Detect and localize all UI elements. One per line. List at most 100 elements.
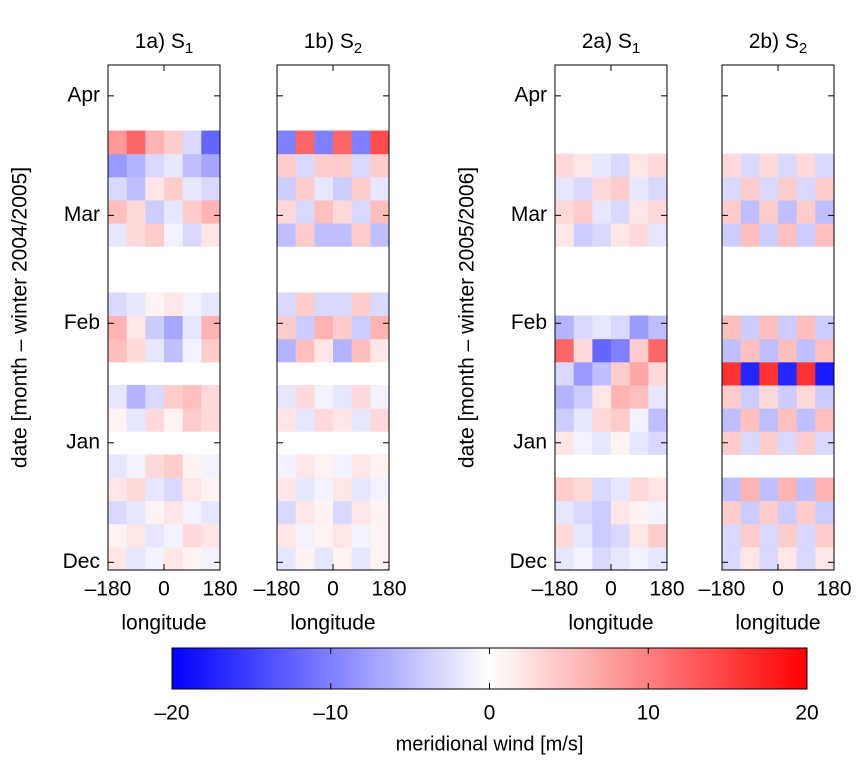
- heatmap-cell: [592, 408, 612, 432]
- heatmap-cell: [314, 546, 334, 571]
- heatmap-cell: [108, 292, 128, 317]
- heatmap-cell: [648, 176, 668, 201]
- heatmap-cell: [295, 500, 315, 525]
- heatmap-cell: [201, 153, 221, 178]
- heatmap-cell: [629, 546, 649, 571]
- heatmap-cell: [277, 408, 297, 432]
- heatmap-cell: [611, 500, 631, 525]
- heatmap-cell: [778, 477, 798, 502]
- heatmap-cell: [740, 315, 760, 340]
- heatmap-cell: [351, 384, 371, 409]
- heatmap-cell: [295, 408, 315, 432]
- heatmap-cell: [314, 199, 334, 224]
- heatmap-cell: [778, 361, 798, 386]
- colorbar-tick-label: 0: [484, 702, 496, 725]
- heatmap-cell: [778, 199, 798, 224]
- panel-title-main: 2a) S: [582, 30, 632, 53]
- heatmap-cell: [295, 153, 315, 178]
- heatmap-cell: [722, 408, 742, 432]
- heatmap-cell: [164, 384, 184, 409]
- heatmap-cell: [778, 223, 798, 247]
- heatmap-cell: [592, 523, 612, 548]
- heatmap-cell: [722, 500, 742, 525]
- heatmap-cell: [145, 223, 165, 247]
- heatmap-cell: [815, 176, 835, 201]
- heatmap-cell: [295, 477, 315, 502]
- heatmap-cell: [573, 477, 593, 502]
- heatmap-cell: [778, 384, 798, 409]
- heatmap-cell: [740, 546, 760, 571]
- heatmap-cell: [333, 338, 353, 363]
- heatmap-cell: [314, 477, 334, 502]
- heatmap-cell: [370, 223, 390, 247]
- heatmap-cell: [573, 315, 593, 340]
- heatmap-cell: [592, 477, 612, 502]
- heatmap-cell: [648, 153, 668, 178]
- heatmap-cell: [611, 546, 631, 571]
- heatmap-cell: [295, 523, 315, 548]
- heatmap-cell: [759, 500, 779, 525]
- heatmap-cell: [796, 546, 816, 571]
- heatmap-cell: [108, 408, 128, 432]
- panel-title: 1a) S1: [135, 30, 194, 57]
- heatmap-cell: [351, 199, 371, 224]
- heatmap-cell: [295, 223, 315, 247]
- heatmap-cell: [295, 338, 315, 363]
- heatmap-cell: [648, 431, 668, 455]
- heatmap-cell: [314, 153, 334, 178]
- heatmap-cell: [629, 153, 649, 178]
- heatmap-cell: [592, 431, 612, 455]
- heatmap-cell: [611, 153, 631, 178]
- heatmap-cell: [145, 130, 165, 155]
- heatmap-cell: [145, 454, 165, 478]
- heatmap-cell: [314, 408, 334, 432]
- heatmap-cell: [145, 500, 165, 525]
- heatmap-cell: [759, 199, 779, 224]
- heatmap-cell: [629, 500, 649, 525]
- heatmap-cell: [277, 223, 297, 247]
- heatmap-cell: [592, 361, 612, 386]
- heatmap-cell: [815, 500, 835, 525]
- heatmap-cell: [201, 199, 221, 224]
- heatmap-cell: [314, 500, 334, 525]
- heatmap-cell: [201, 408, 221, 432]
- heatmap-cell: [796, 199, 816, 224]
- heatmap-cell: [164, 408, 184, 432]
- heatmap-cell: [108, 223, 128, 247]
- heatmap-cell: [201, 500, 221, 525]
- heatmap-cell: [722, 199, 742, 224]
- heatmap-cell: [314, 223, 334, 247]
- heatmap-cell: [759, 338, 779, 363]
- heatmap-cell: [555, 523, 575, 548]
- heatmap-cell: [722, 223, 742, 247]
- heatmap-cell: [370, 153, 390, 178]
- heatmap-cell: [370, 523, 390, 548]
- heatmap-cell: [314, 454, 334, 478]
- heatmap-cell: [778, 408, 798, 432]
- heatmap-cell: [555, 223, 575, 247]
- heatmap-cell: [351, 153, 371, 178]
- heatmap-cell: [126, 454, 146, 478]
- heatmap-cell: [592, 176, 612, 201]
- heatmap-cell: [629, 223, 649, 247]
- heatmap-cell: [164, 546, 184, 571]
- heatmap-cell: [796, 408, 816, 432]
- heatmap-cell: [182, 454, 202, 478]
- heatmap-cell: [277, 199, 297, 224]
- x-tick-label: 180: [371, 578, 406, 601]
- heatmap-cell: [592, 223, 612, 247]
- heatmap-cell: [722, 523, 742, 548]
- heatmap-cell: [592, 338, 612, 363]
- heatmap-cell: [164, 292, 184, 317]
- heatmap-cell: [126, 223, 146, 247]
- heatmap-cell: [201, 384, 221, 409]
- heatmap-cell: [182, 223, 202, 247]
- heatmap-cell: [333, 315, 353, 340]
- heatmap-cell: [145, 546, 165, 571]
- heatmap-cell: [796, 176, 816, 201]
- heatmap-cell: [573, 199, 593, 224]
- heatmap-cell: [351, 523, 371, 548]
- heatmap-cell: [611, 431, 631, 455]
- heatmap-cell: [370, 292, 390, 317]
